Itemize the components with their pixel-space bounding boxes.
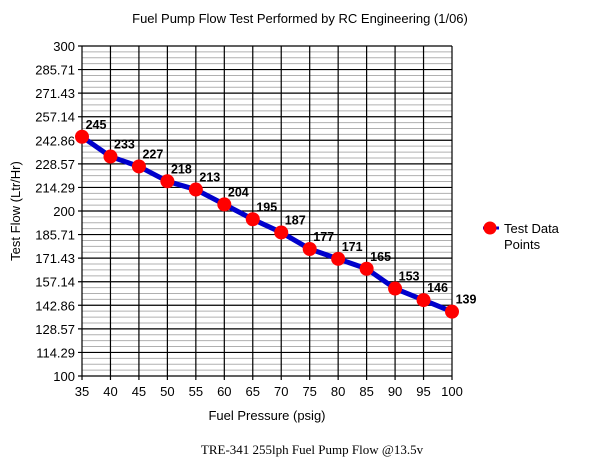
data-label: 146 [427,281,448,295]
data-point [160,174,175,189]
x-tick-label: 70 [274,384,288,399]
data-label: 177 [313,230,334,244]
x-axis-label: Fuel Pressure (psig) [208,408,325,423]
data-label: 218 [171,162,192,176]
x-tick-label: 75 [302,384,316,399]
y-tick-label: 100 [53,369,75,384]
data-label: 245 [86,118,107,132]
y-tick-label: 228.57 [35,157,75,172]
y-axis-label: Test Flow (Ltr/Hr) [8,161,23,261]
x-tick-label: 65 [246,384,260,399]
y-tick-labels: 100 114.29 128.57 142.86 157.14 171.43 185.71 2… [35,39,75,384]
legend: Test Data Points [483,221,560,252]
y-tick-label: 200 [53,204,75,219]
data-label: 171 [342,240,363,254]
x-tick-label: 60 [217,384,231,399]
x-tick-label: 80 [331,384,345,399]
y-tick-label: 257.14 [35,110,75,125]
data-point [331,251,346,266]
x-tick-label: 45 [132,384,146,399]
data-label: 165 [370,250,391,264]
y-tick-label: 242.86 [35,133,75,148]
y-tick-label: 185.71 [35,228,75,243]
data-label: 213 [199,171,220,185]
x-tick-label: 35 [75,384,89,399]
data-point [388,281,403,296]
chart-title: Fuel Pump Flow Test Performed by RC Engi… [132,11,468,26]
data-label: 139 [456,293,477,307]
data-point [302,241,317,256]
y-tick-label: 171.43 [35,251,75,266]
x-tick-labels: 35 40 45 50 55 60 65 70 75 80 85 90 95 100 [75,384,463,399]
y-tick-label: 300 [53,39,75,54]
x-tick-label: 55 [189,384,203,399]
data-point [416,293,431,308]
data-point [217,197,232,212]
x-tick-label: 50 [160,384,174,399]
y-tick-label: 285.71 [35,63,75,78]
data-point [359,261,374,276]
data-label: 187 [285,213,306,227]
x-tick-label: 100 [441,384,463,399]
data-label: 153 [399,270,420,284]
y-tick-label: 271.43 [35,86,75,101]
data-point [245,212,260,227]
legend-label-line1: Test Data [504,221,560,236]
y-tick-label: 114.29 [36,345,75,360]
series: 245 233 227 218 213 204 195 187 177 171 165 153 146 1… [75,118,476,319]
data-point [103,149,118,164]
data-point [188,182,203,197]
y-tick-label: 157.14 [35,275,75,290]
data-point [75,129,89,144]
x-tick-label: 40 [103,384,117,399]
legend-label-line2: Points [504,237,541,252]
data-point [445,304,459,319]
x-tick-label: 85 [359,384,373,399]
y-tick-label: 142.86 [35,298,75,313]
y-tick-label: 128.57 [35,322,75,337]
data-label: 233 [114,138,135,152]
chart-subtitle: TRE-341 255lph Fuel Pump Flow @13.5v [201,442,424,457]
legend-marker-swatch [483,221,497,235]
data-point [274,225,289,240]
x-tick-label: 95 [416,384,430,399]
data-label: 204 [228,185,249,199]
grid [78,45,453,380]
data-label: 195 [256,200,277,214]
data-label: 227 [142,147,163,161]
x-tick-label: 90 [388,384,402,399]
data-point [131,159,146,174]
y-tick-label: 214.29 [35,180,75,195]
